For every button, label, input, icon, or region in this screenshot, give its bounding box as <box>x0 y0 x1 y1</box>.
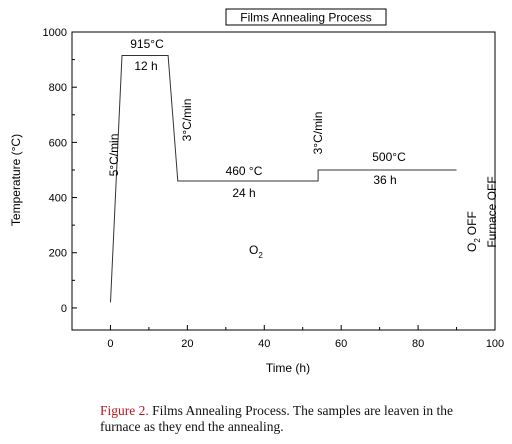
peak-temp-label: 915°C <box>130 37 164 51</box>
caption-text: Films Annealing Process. The samples are… <box>100 403 453 434</box>
svg-text:O2OFF: O2OFF <box>465 211 482 252</box>
plot-frame <box>71 31 496 331</box>
y-axis-label: Temperature (°C) <box>9 134 23 226</box>
furnace-off-label: Furnace OFF <box>485 176 499 247</box>
o2-off-label: O2OFF <box>465 211 482 252</box>
y-tick-label: 600 <box>49 137 67 149</box>
x-tick-label: 100 <box>486 338 504 350</box>
title-box <box>225 8 387 26</box>
x-tick-label: 60 <box>335 338 347 350</box>
ramp-down-label: 3°C/min <box>180 99 194 142</box>
y-tick-label: 1000 <box>43 27 67 39</box>
x-tick-label: 80 <box>412 338 424 350</box>
y-tick-label: 800 <box>49 82 67 94</box>
caption-label: Figure 2. <box>100 403 149 418</box>
o2-label: O2 <box>249 243 263 260</box>
figure-caption: Figure 2. Films Annealing Process. The s… <box>100 403 480 435</box>
ramp-up2-label: 3°C/min <box>311 112 325 155</box>
plateau2-temp-label: 500°C <box>372 150 406 164</box>
chart-title: Films Annealing Process <box>240 11 371 25</box>
x-tick-label: 40 <box>258 338 270 350</box>
peak-time-label: 12 h <box>134 59 157 73</box>
x-axis-label: Time (h) <box>266 361 310 375</box>
plateau2-time-label: 36 h <box>373 173 396 187</box>
y-tick-label: 200 <box>49 248 67 260</box>
x-tick-label: 20 <box>181 338 193 350</box>
temperature-profile-line <box>110 55 457 303</box>
y-tick-label: 0 <box>61 303 67 315</box>
y-tick-label: 400 <box>49 193 67 205</box>
x-tick-label: 0 <box>107 338 113 350</box>
ramp-up-label: 5°C/min <box>107 134 121 177</box>
plateau1-time-label: 24 h <box>232 186 255 200</box>
plateau1-temp-label: 460 °C <box>226 164 263 178</box>
